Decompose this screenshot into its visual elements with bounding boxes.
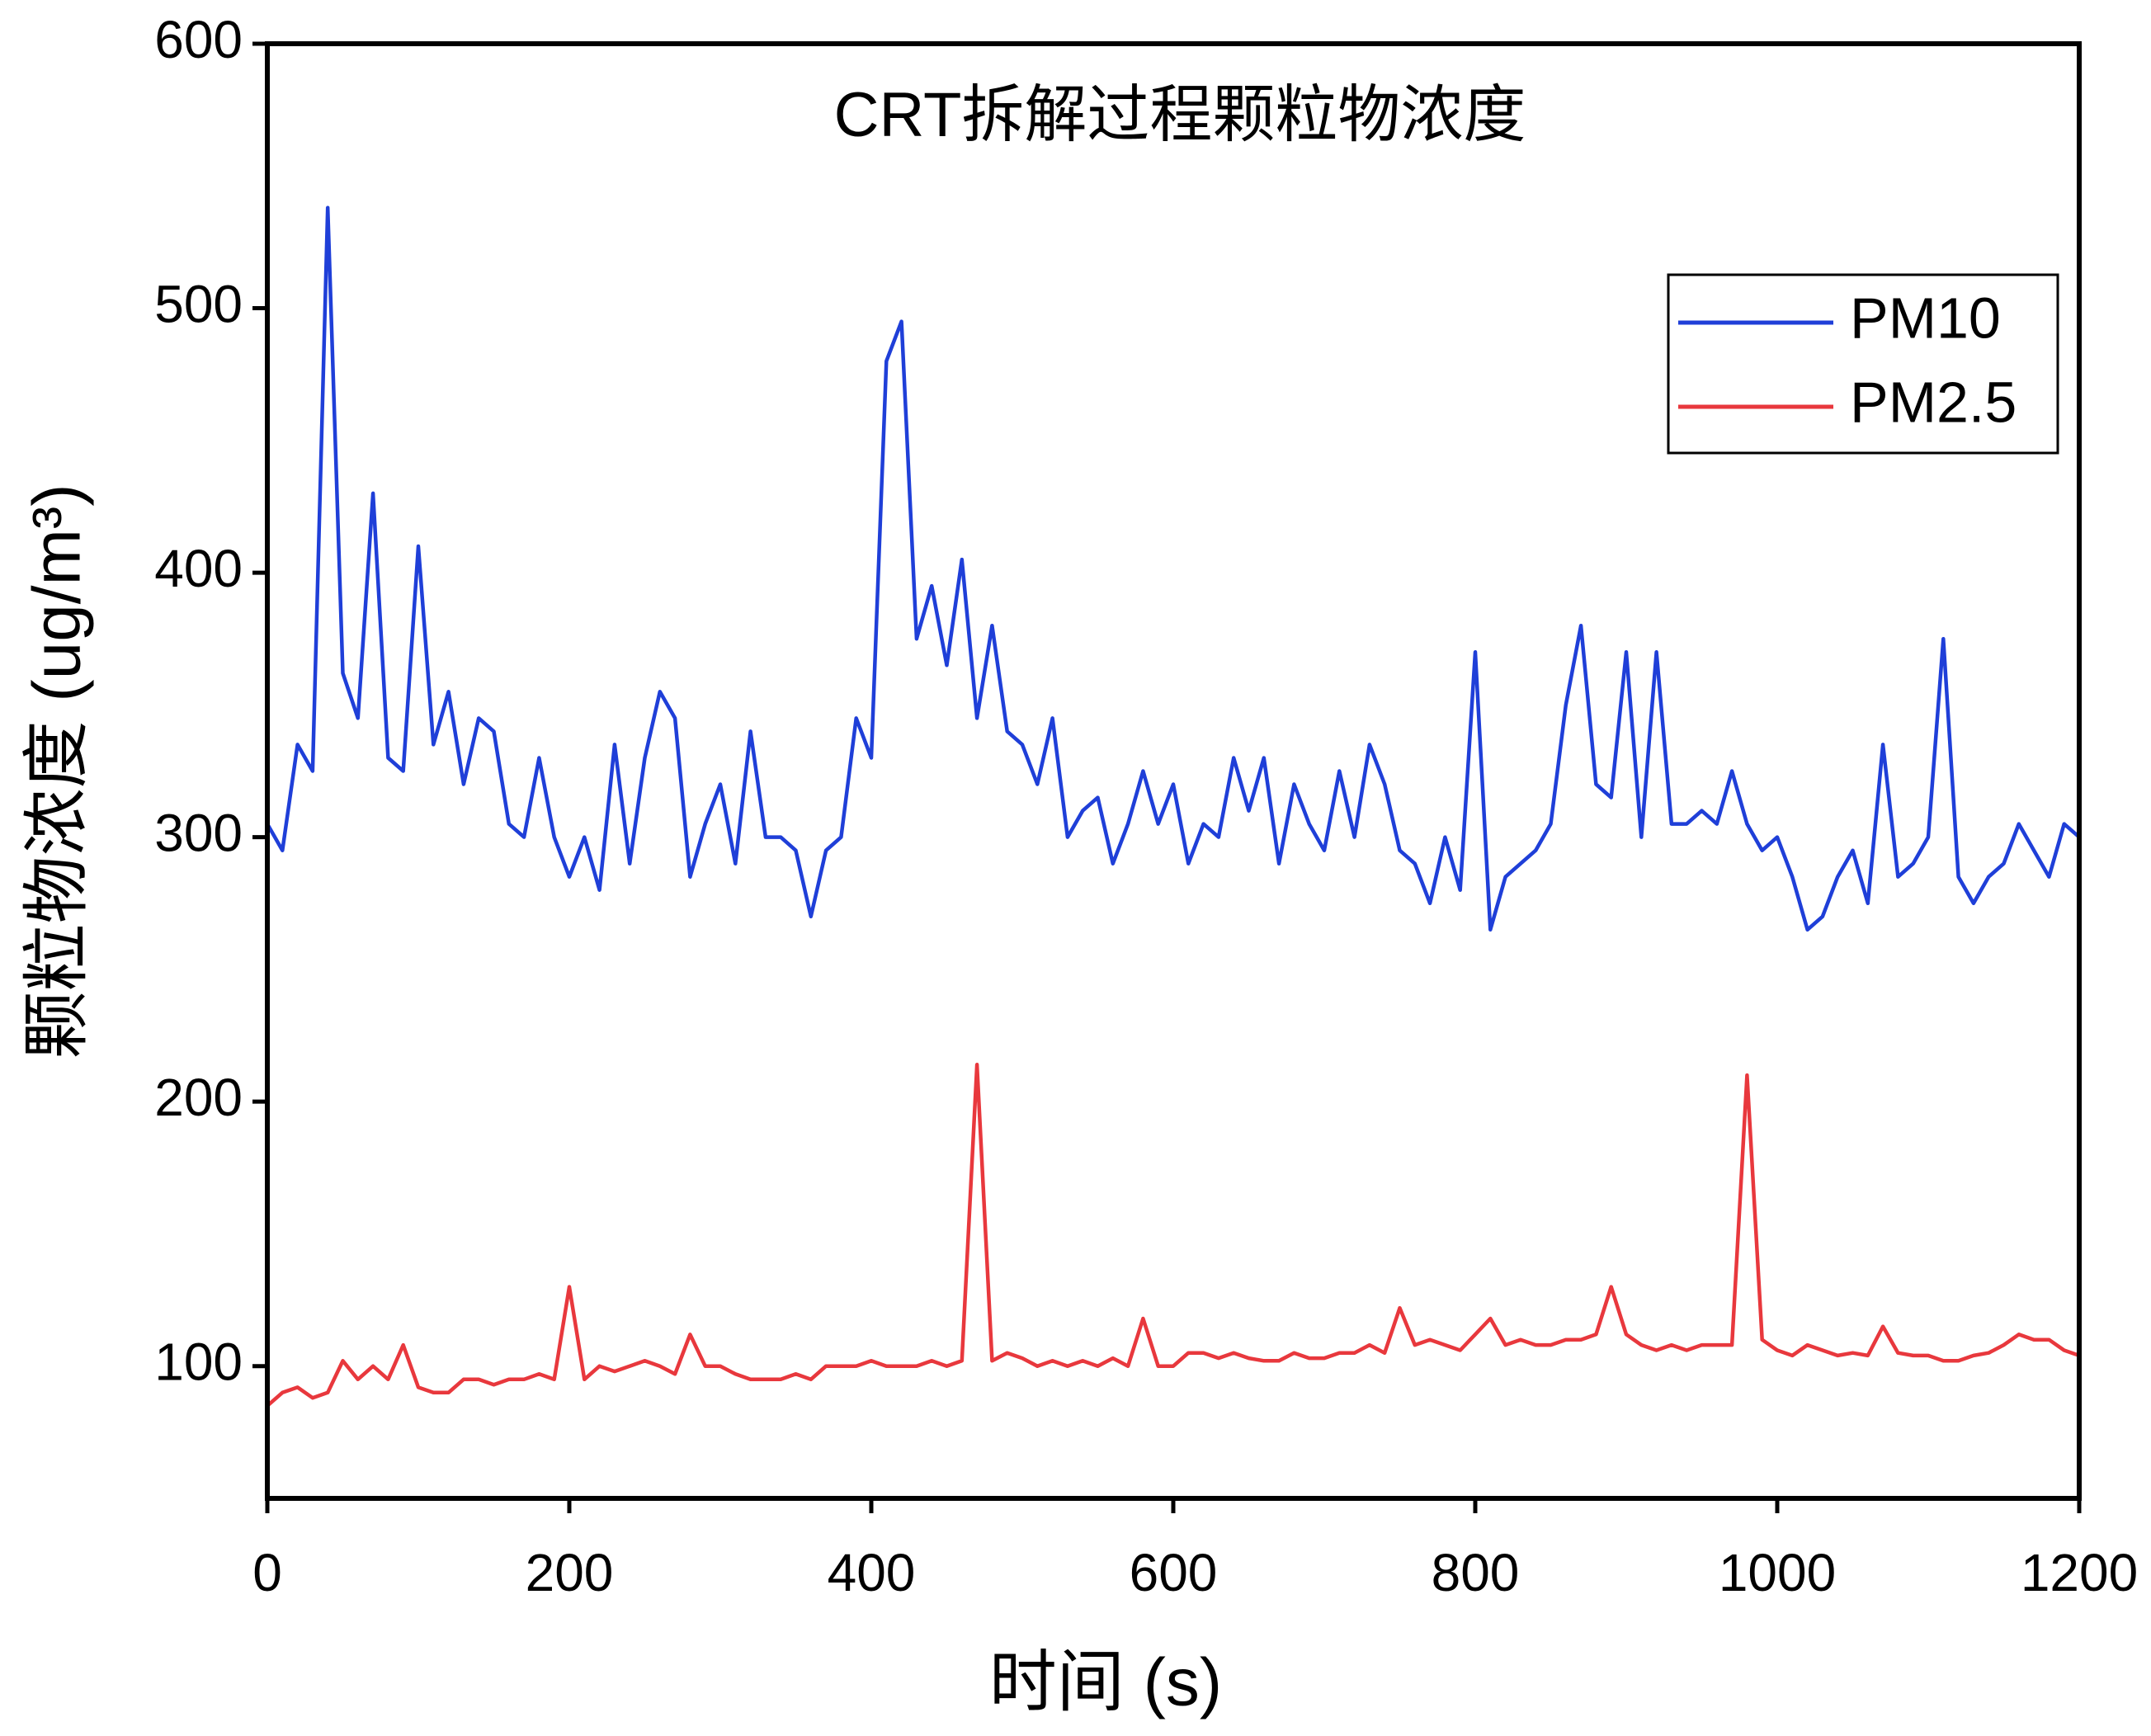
x-tick-label: 800 — [1432, 1543, 1520, 1602]
y-axis-label: 颗粒物浓度 (ug/m³) — [20, 484, 95, 1059]
y-tick-label: 500 — [154, 274, 243, 333]
line-series — [266, 205, 2081, 932]
x-tick-label: 400 — [828, 1543, 916, 1602]
x-tick-label: 1200 — [2021, 1543, 2138, 1602]
y-tick-label: 200 — [154, 1068, 243, 1127]
x-tick-label: 600 — [1130, 1543, 1218, 1602]
x-tick-label: 1000 — [1719, 1543, 1836, 1602]
x-axis-label: 时间 (s) — [989, 1645, 1222, 1720]
legend-box — [1667, 273, 2059, 455]
y-tick-label: 300 — [154, 804, 243, 863]
y-tick-label: 400 — [154, 539, 243, 598]
line-series — [266, 1063, 2080, 1408]
x-tick-label: 0 — [252, 1543, 282, 1602]
plot-frame — [265, 41, 2082, 1501]
legend-label: PM10 — [1850, 285, 2001, 350]
y-tick-label: 600 — [154, 10, 243, 69]
chart-title: CRT拆解过程颗粒物浓度 — [834, 80, 1526, 150]
legend-label: PM2.5 — [1850, 370, 2017, 434]
x-tick-label: 200 — [526, 1543, 614, 1602]
y-tick-label: 100 — [154, 1333, 243, 1392]
